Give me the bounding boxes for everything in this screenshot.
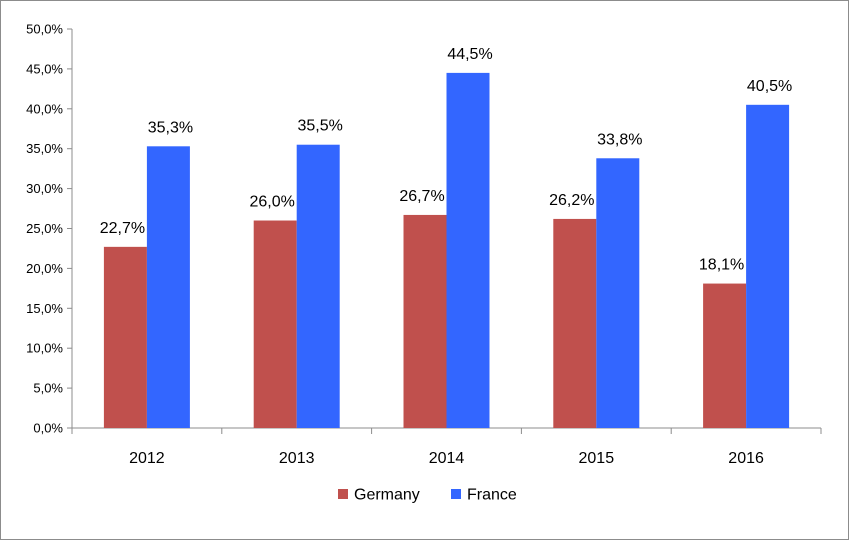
- bar-france-2014: [446, 72, 490, 428]
- data-label-france-2015: 33,8%: [597, 131, 642, 148]
- y-axis: 0,0% 5,0% 10,0% 15,0% 20,0% 25,0% 30,0% 35,0% 40…: [26, 22, 73, 436]
- data-label-germany-2015: 26,2%: [549, 192, 594, 209]
- data-labels: 22,7% 35,3% 26,0% 35,5% 26,7% 44,5% 26,2% 33,8%…: [100, 46, 793, 274]
- legend-label-germany: Germany: [354, 487, 420, 504]
- bar-germany-2014: [403, 214, 447, 428]
- y-tick-label: 45,0%: [26, 61, 63, 76]
- y-tick-label: 30,0%: [26, 181, 63, 196]
- x-category-label: 2016: [728, 450, 764, 467]
- bar-germany-2016: [703, 283, 747, 428]
- data-label-germany-2012: 22,7%: [100, 220, 145, 237]
- y-tick-label: 10,0%: [26, 341, 63, 356]
- bar-france-2013: [296, 144, 340, 428]
- y-tick-label: 15,0%: [26, 301, 63, 316]
- x-category-label: 2015: [579, 450, 615, 467]
- data-label-germany-2014: 26,7%: [399, 188, 444, 205]
- legend: Germany France: [338, 487, 517, 504]
- bar-germany-2012: [103, 246, 147, 428]
- data-label-france-2013: 35,5%: [298, 118, 343, 135]
- legend-swatch-germany: [338, 489, 348, 499]
- bar-germany-2015: [553, 218, 597, 428]
- x-category-label: 2013: [279, 450, 315, 467]
- y-tick-label: 0,0%: [33, 421, 63, 436]
- data-label-france-2012: 35,3%: [148, 119, 193, 136]
- bar-france-2015: [596, 158, 640, 428]
- bar-france-2016: [746, 104, 790, 428]
- x-axis: 2012 2013 2014 2015 2016: [71, 427, 822, 467]
- x-category-label: 2014: [429, 450, 465, 467]
- data-label-france-2016: 40,5%: [747, 78, 792, 95]
- y-tick-label: 5,0%: [33, 381, 63, 396]
- y-tick-label: 20,0%: [26, 261, 63, 276]
- y-tick-label: 50,0%: [26, 22, 63, 37]
- y-tick-label: 35,0%: [26, 141, 63, 156]
- y-tick-label: 40,0%: [26, 101, 63, 116]
- bars: [103, 72, 790, 428]
- data-label-germany-2016: 18,1%: [699, 257, 744, 274]
- x-category-label: 2012: [129, 450, 165, 467]
- legend-swatch-france: [451, 489, 461, 499]
- y-tick-label: 25,0%: [26, 221, 63, 236]
- legend-label-france: France: [467, 487, 517, 504]
- bar-france-2012: [146, 146, 190, 428]
- bar-germany-2013: [253, 220, 297, 428]
- data-label-france-2014: 44,5%: [447, 46, 492, 63]
- data-label-germany-2013: 26,0%: [250, 194, 295, 211]
